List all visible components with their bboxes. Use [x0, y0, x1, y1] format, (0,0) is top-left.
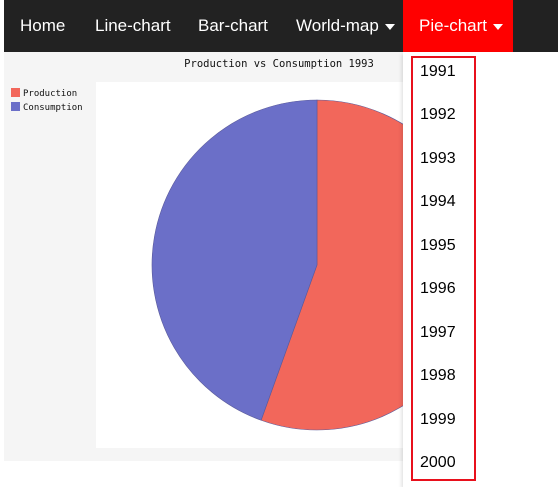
year-dropdown-menu	[403, 52, 558, 487]
pie-chart	[151, 99, 406, 431]
nav-pie-chart[interactable]: Pie-chart	[403, 0, 513, 52]
dropdown-item-1994[interactable]: 1994	[420, 193, 456, 210]
navbar: Home Line-chart Bar-chart World-map Pie-…	[4, 0, 558, 52]
nav-home-label: Home	[20, 16, 66, 35]
pie-slice-production[interactable]	[260, 99, 406, 431]
dropdown-item-1999[interactable]: 1999	[420, 411, 456, 428]
dropdown-highlight-box	[411, 56, 476, 481]
chevron-down-icon	[493, 23, 504, 30]
nav-pie-chart-label: Pie-chart	[419, 16, 488, 35]
nav-world-map[interactable]: World-map	[296, 0, 395, 52]
legend-item-production: Production	[11, 88, 77, 100]
nav-bar-chart-label: Bar-chart	[198, 16, 268, 35]
dropdown-item-1992[interactable]: 1992	[420, 106, 456, 123]
dropdown-item-2000[interactable]: 2000	[420, 454, 456, 471]
legend-label-consumption: Consumption	[23, 103, 83, 113]
nav-line-chart-label: Line-chart	[95, 16, 171, 35]
dropdown-item-1997[interactable]: 1997	[420, 324, 456, 341]
nav-bar-chart[interactable]: Bar-chart	[198, 0, 268, 52]
nav-world-map-label: World-map	[296, 16, 379, 35]
dropdown-item-1995[interactable]: 1995	[420, 237, 456, 254]
nav-line-chart[interactable]: Line-chart	[95, 0, 171, 52]
nav-home[interactable]: Home	[20, 0, 65, 52]
legend-label-production: Production	[23, 89, 78, 99]
dropdown-item-1991[interactable]: 1991	[420, 63, 456, 80]
dropdown-item-1993[interactable]: 1993	[420, 150, 456, 167]
dropdown-item-1996[interactable]: 1996	[420, 280, 456, 297]
legend-swatch-consumption	[11, 102, 20, 111]
chart-title: Production vs Consumption 1993	[184, 58, 374, 70]
dropdown-item-1998[interactable]: 1998	[420, 367, 456, 384]
chevron-down-icon	[384, 23, 395, 30]
legend-item-consumption: Consumption	[11, 102, 83, 114]
pie-plot-area	[96, 82, 406, 448]
pie-slice-consumption[interactable]	[151, 99, 318, 421]
legend-swatch-production	[11, 88, 20, 97]
